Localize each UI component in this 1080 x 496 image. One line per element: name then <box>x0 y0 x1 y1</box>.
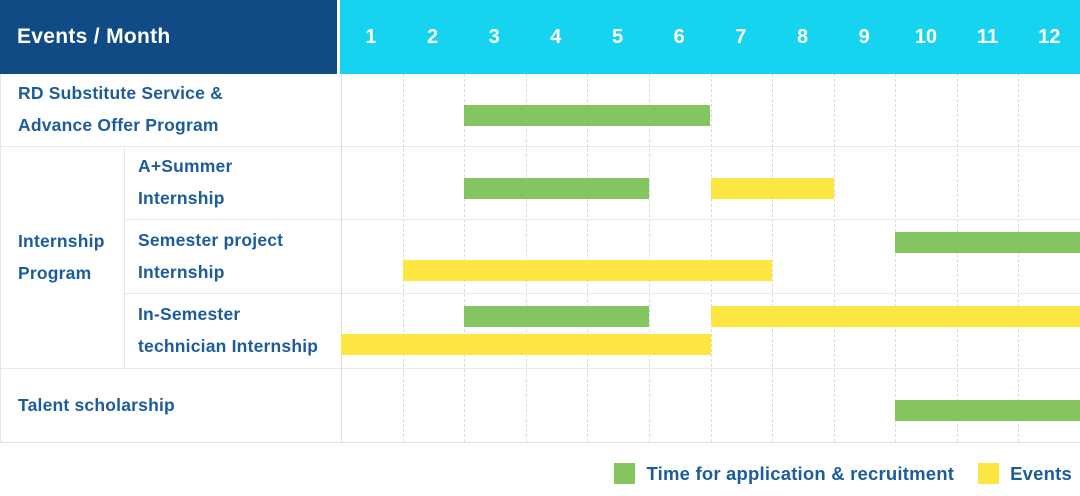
header-events-month-cell: Events / Month <box>0 0 340 74</box>
bar-events <box>711 178 834 199</box>
legend-swatch-green <box>614 463 635 484</box>
month-header-12: 12 <box>1018 0 1080 74</box>
legend-swatch-yellow <box>978 463 999 484</box>
chart-cell-semester-project <box>341 220 1080 293</box>
table-row: In-Semester technician Internship <box>125 294 1080 368</box>
month-header-11: 11 <box>957 0 1019 74</box>
legend-label: Events <box>1010 463 1072 485</box>
bar-time-for-application-recruitment <box>464 306 649 327</box>
month-header-6: 6 <box>648 0 710 74</box>
legend-item-yellow: Events <box>978 463 1072 485</box>
month-header-1: 1 <box>340 0 402 74</box>
bar-events <box>341 334 711 355</box>
chart-cell-rd-substitute <box>341 74 1080 146</box>
internship-program-subrows: A+Summer Internship Semester project Int… <box>125 147 1080 368</box>
month-header-3: 3 <box>463 0 525 74</box>
row-label-talent-scholarship: Talent scholarship <box>1 369 341 442</box>
legend: Time for application & recruitment Events <box>0 443 1080 496</box>
chart-cell-a-plus-summer <box>341 147 1080 219</box>
table-row: Talent scholarship <box>1 369 1080 442</box>
bar-time-for-application-recruitment <box>895 232 1080 253</box>
bar-time-for-application-recruitment <box>464 178 649 199</box>
header-events-month-label: Events / Month <box>17 25 171 49</box>
row-label-in-semester-technician: In-Semester technician Internship <box>125 294 341 368</box>
legend-label: Time for application & recruitment <box>646 463 954 485</box>
row-label-rd-substitute: RD Substitute Service & Advance Offer Pr… <box>1 74 341 146</box>
bar-time-for-application-recruitment <box>464 105 710 126</box>
month-header-2: 2 <box>402 0 464 74</box>
table-row: Semester project Internship <box>125 220 1080 294</box>
bar-events <box>711 306 1080 327</box>
month-header-5: 5 <box>587 0 649 74</box>
bar-events <box>403 260 773 281</box>
internship-program-group: Internship Program A+Summer Internship S… <box>1 147 1080 369</box>
bar-time-for-application-recruitment <box>895 400 1080 421</box>
group-label-internship-program: Internship Program <box>1 147 125 368</box>
month-header-4: 4 <box>525 0 587 74</box>
table-body: RD Substitute Service & Advance Offer Pr… <box>0 74 1080 443</box>
row-label-semester-project: Semester project Internship <box>125 220 341 293</box>
legend-item-green: Time for application & recruitment <box>614 463 954 485</box>
chart-cell-in-semester-technician <box>341 294 1080 368</box>
month-header-8: 8 <box>772 0 834 74</box>
month-header-9: 9 <box>833 0 895 74</box>
row-label-a-plus-summer: A+Summer Internship <box>125 147 341 219</box>
chart-cell-talent-scholarship <box>341 369 1080 442</box>
table-row: RD Substitute Service & Advance Offer Pr… <box>1 74 1080 147</box>
month-header-7: 7 <box>710 0 772 74</box>
month-header-10: 10 <box>895 0 957 74</box>
table-row: A+Summer Internship <box>125 147 1080 220</box>
